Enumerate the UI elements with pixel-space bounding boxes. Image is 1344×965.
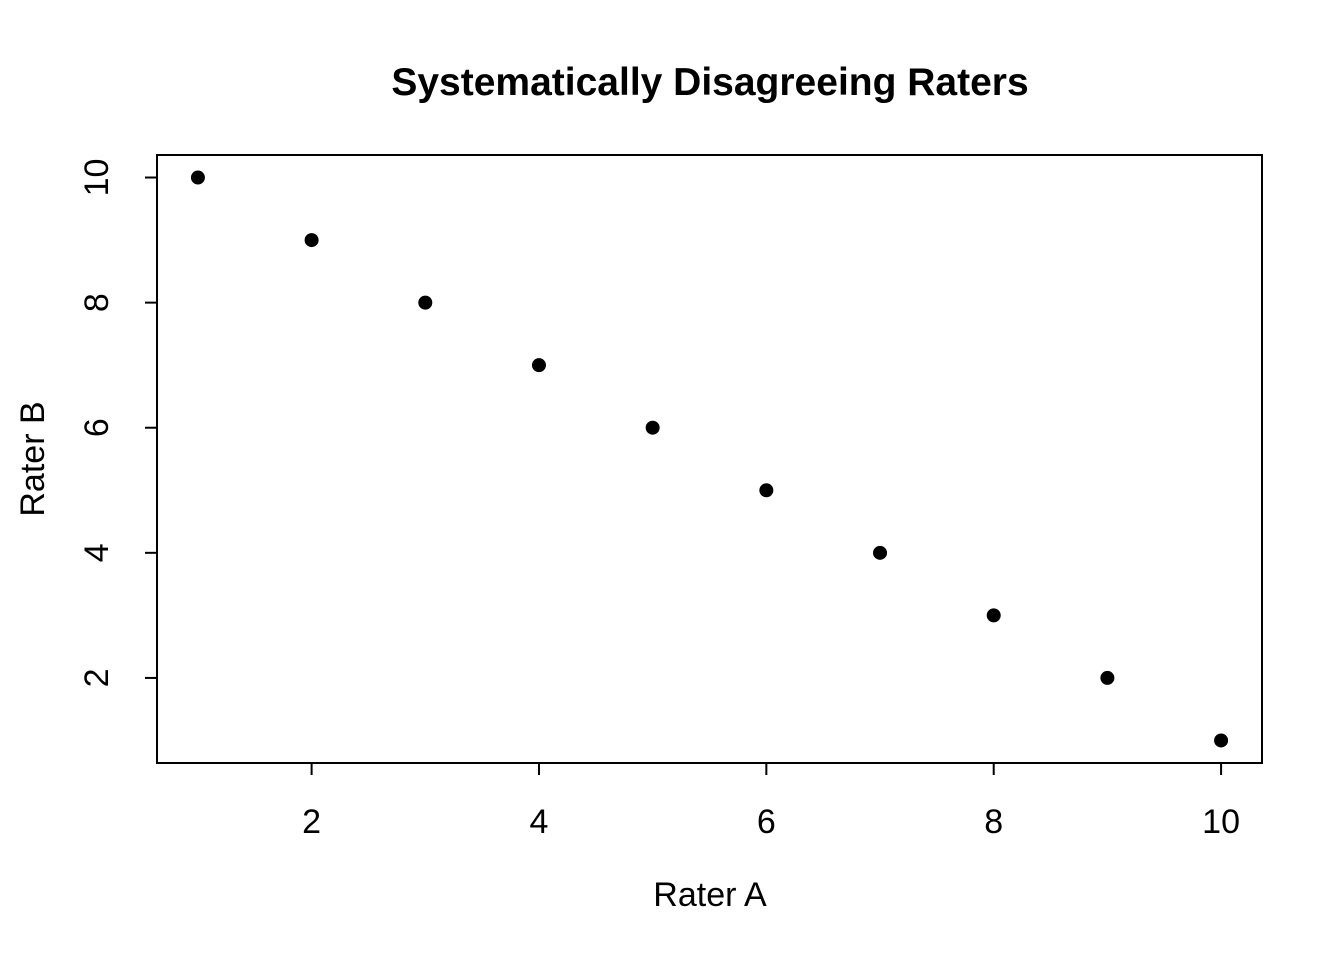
data-point xyxy=(531,358,546,373)
data-point xyxy=(418,295,433,310)
x-axis-label: Rater A xyxy=(653,876,767,914)
data-point xyxy=(645,420,660,435)
x-tick-label: 10 xyxy=(1202,803,1240,841)
y-tick-label: 4 xyxy=(78,543,116,562)
x-tick-label: 8 xyxy=(984,803,1003,841)
data-point xyxy=(1214,733,1229,748)
x-tick-label: 6 xyxy=(757,803,776,841)
data-point xyxy=(304,233,319,248)
y-tick-label: 6 xyxy=(78,418,116,437)
data-point xyxy=(759,483,774,498)
y-axis-ticks: 2 4 6 8 10 xyxy=(78,159,157,687)
x-tick-label: 4 xyxy=(530,803,549,841)
data-points xyxy=(190,170,1229,748)
data-point xyxy=(190,170,205,185)
x-tick-label: 2 xyxy=(302,803,321,841)
chart-title: Systematically Disagreeing Raters xyxy=(391,61,1028,104)
y-tick-label: 10 xyxy=(78,159,116,197)
data-point xyxy=(873,545,888,560)
y-tick-label: 8 xyxy=(78,293,116,312)
x-axis-ticks: 2 4 6 8 10 xyxy=(302,763,1240,841)
data-point xyxy=(1100,670,1115,685)
data-point xyxy=(986,608,1001,623)
y-tick-label: 2 xyxy=(78,668,116,687)
y-axis-label: Rater B xyxy=(14,401,52,516)
plot-box xyxy=(156,154,1263,764)
